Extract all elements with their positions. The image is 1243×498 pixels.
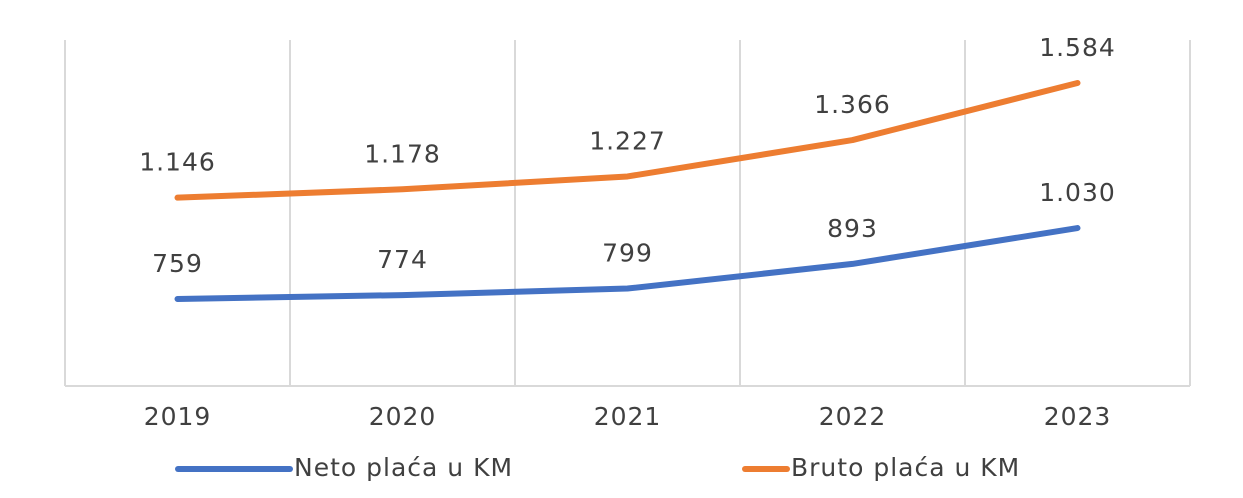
line bbox=[174, 80, 1081, 201]
data-label: 759 bbox=[152, 249, 203, 278]
x-tick-label: 2020 bbox=[369, 402, 437, 431]
data-label: 1.227 bbox=[589, 126, 666, 155]
legend-label: Bruto plaća u KM bbox=[791, 453, 1020, 482]
x-tick-label: 2019 bbox=[144, 402, 212, 431]
data-label: 1.366 bbox=[814, 90, 891, 119]
data-label: 1.030 bbox=[1039, 178, 1116, 207]
line bbox=[174, 225, 1081, 302]
data-label: 1.178 bbox=[364, 139, 441, 168]
data-label: 1.146 bbox=[139, 148, 216, 177]
x-tick-label: 2021 bbox=[594, 402, 662, 431]
data-label: 774 bbox=[377, 245, 428, 274]
x-tick-label: 2023 bbox=[1044, 402, 1112, 431]
x-tick-label: 2022 bbox=[819, 402, 887, 431]
legend-label: Neto plaća u KM bbox=[294, 453, 513, 482]
data-label: 893 bbox=[827, 214, 878, 243]
data-label: 1.584 bbox=[1039, 33, 1116, 62]
data-label: 799 bbox=[602, 239, 653, 268]
